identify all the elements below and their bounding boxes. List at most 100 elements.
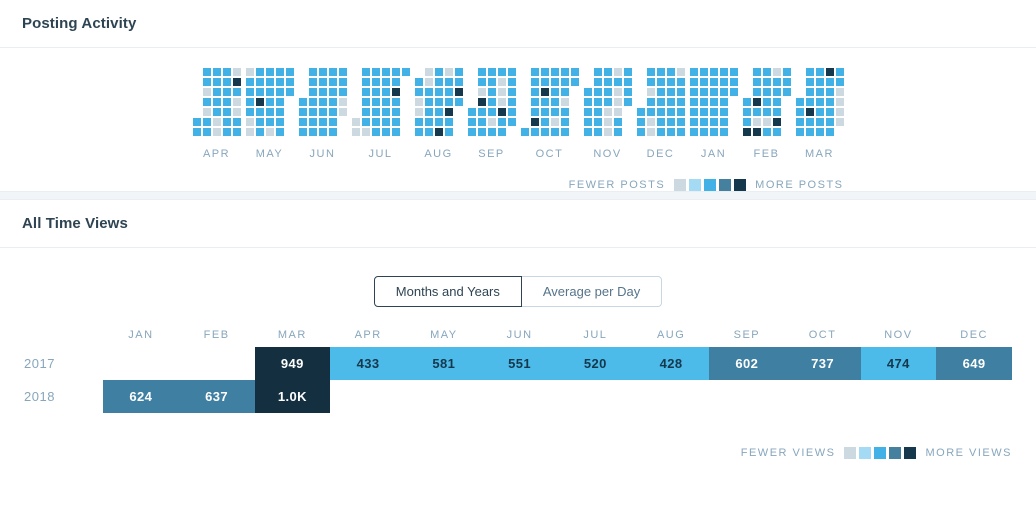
month-header: JUN <box>506 329 533 341</box>
day-cell <box>192 118 201 126</box>
day-cell <box>560 108 569 116</box>
day-cell <box>255 78 264 86</box>
day-cell <box>560 88 569 96</box>
day-cell <box>255 68 264 76</box>
day-cell <box>424 68 433 76</box>
day-cell <box>676 98 685 106</box>
views-cell <box>861 380 937 413</box>
legend-swatch <box>859 447 872 459</box>
day-cell <box>752 108 761 116</box>
day-cell <box>593 68 602 76</box>
day-cell <box>666 68 675 76</box>
day-cell <box>689 128 698 136</box>
calendar-month: MAR <box>795 68 844 160</box>
months-and-years-button[interactable]: Months and Years <box>373 276 522 307</box>
day-cell <box>762 68 771 76</box>
all-time-views-card: All Time Views Months and Years Average … <box>0 200 1036 459</box>
day-cell <box>255 88 264 96</box>
day-cell <box>424 78 433 86</box>
day-cell <box>265 118 274 126</box>
day-cell <box>298 98 307 106</box>
day-cell <box>646 118 655 126</box>
day-cell <box>550 108 559 116</box>
average-per-day-button[interactable]: Average per Day <box>520 276 663 307</box>
day-cell <box>603 68 612 76</box>
month-header: DEC <box>960 329 988 341</box>
day-cell <box>338 78 347 86</box>
day-cell <box>338 68 347 76</box>
calendar-month: MAY <box>245 68 294 160</box>
views-cell: 428 <box>633 347 709 380</box>
day-cell <box>232 128 241 136</box>
day-cell <box>593 118 602 126</box>
day-cell <box>656 118 665 126</box>
more-views-label: MORE VIEWS <box>925 447 1012 459</box>
day-cell <box>623 68 632 76</box>
day-cell <box>477 68 486 76</box>
day-cell <box>815 128 824 136</box>
day-cell <box>623 78 632 86</box>
day-cell <box>454 98 463 106</box>
day-cell <box>593 128 602 136</box>
day-cell <box>742 98 751 106</box>
calendar-month-grid <box>414 68 463 136</box>
day-cell <box>245 98 254 106</box>
day-cell <box>815 108 824 116</box>
day-cell <box>202 108 211 116</box>
day-cell <box>202 88 211 96</box>
day-cell <box>762 98 771 106</box>
day-cell <box>338 88 347 96</box>
day-cell <box>222 78 231 86</box>
calendar-month-label: MAR <box>805 148 834 160</box>
day-cell <box>275 88 284 96</box>
day-cell <box>623 98 632 106</box>
fewer-posts-label: FEWER POSTS <box>568 179 666 191</box>
day-cell <box>570 68 579 76</box>
day-cell <box>308 118 317 126</box>
day-cell <box>275 128 284 136</box>
day-cell <box>689 78 698 86</box>
day-cell <box>308 98 317 106</box>
day-cell <box>265 98 274 106</box>
day-cell <box>444 108 453 116</box>
day-cell <box>815 118 824 126</box>
day-cell <box>583 88 592 96</box>
day-cell <box>424 98 433 106</box>
day-cell <box>656 68 665 76</box>
day-cell <box>550 78 559 86</box>
posts-legend: FEWER POSTS MORE POSTS <box>193 179 844 191</box>
day-cell <box>202 128 211 136</box>
day-cell <box>613 98 622 106</box>
calendar-month: OCT <box>520 68 579 160</box>
day-cell <box>762 78 771 86</box>
day-cell <box>444 98 453 106</box>
day-cell <box>825 68 834 76</box>
month-header: APR <box>354 329 382 341</box>
day-cell <box>752 68 761 76</box>
day-cell <box>424 118 433 126</box>
day-cell <box>805 68 814 76</box>
day-cell <box>699 108 708 116</box>
day-cell <box>656 98 665 106</box>
day-cell <box>232 78 241 86</box>
day-cell <box>656 88 665 96</box>
day-cell <box>835 118 844 126</box>
day-cell <box>308 78 317 86</box>
day-cell <box>255 118 264 126</box>
day-cell <box>381 78 390 86</box>
day-cell <box>603 98 612 106</box>
day-cell <box>424 108 433 116</box>
day-cell <box>467 128 476 136</box>
day-cell <box>719 78 728 86</box>
day-cell <box>477 98 486 106</box>
calendar-month-grid <box>245 68 294 136</box>
day-cell <box>593 78 602 86</box>
day-cell <box>467 118 476 126</box>
month-header: MAR <box>277 329 307 341</box>
calendar-month-grid <box>689 68 738 136</box>
day-cell <box>656 128 665 136</box>
day-cell <box>391 78 400 86</box>
views-cell <box>709 380 785 413</box>
day-cell <box>835 98 844 106</box>
day-cell <box>583 98 592 106</box>
